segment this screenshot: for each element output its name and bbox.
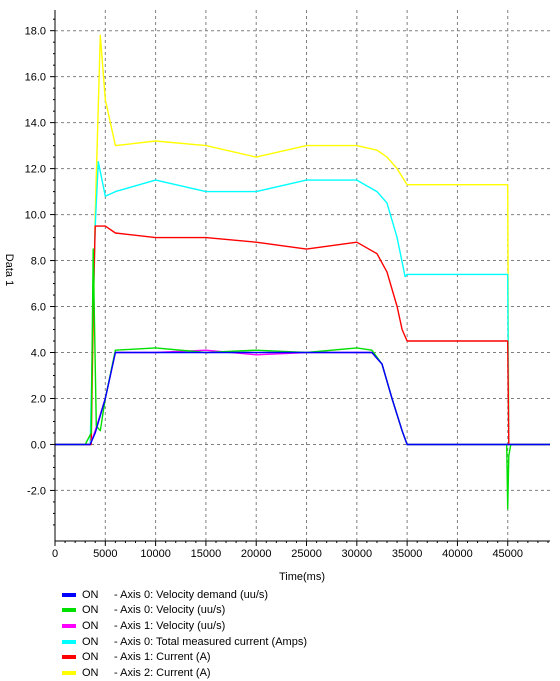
legend-item[interactable]: ON - Axis 1: Current (A) bbox=[62, 649, 307, 665]
y-tick-label: 10.0 bbox=[25, 210, 46, 222]
axes bbox=[54, 10, 550, 542]
ticks: 0 5000 10000 15000 20000 25000 30000 35000 40000… bbox=[25, 18, 549, 560]
legend-label: - Axis 1: Current (A) bbox=[114, 651, 211, 664]
legend: ON - Axis 0: Velocity demand (uu/s) ON - Ax… bbox=[62, 587, 307, 681]
legend-swatch bbox=[62, 592, 76, 597]
legend-item[interactable]: ON - Axis 0: Velocity demand (uu/s) bbox=[62, 587, 307, 603]
series-line-3 bbox=[55, 349, 550, 446]
x-tick-label: 30000 bbox=[342, 548, 373, 560]
legend-state: ON bbox=[82, 588, 99, 601]
legend-state: ON bbox=[82, 651, 99, 664]
x-tick-label: 25000 bbox=[291, 548, 322, 560]
legend-swatch bbox=[62, 670, 76, 675]
legend-label: - Axis 0: Total measured current (Amps) bbox=[114, 635, 307, 648]
x-axis-title: Time(ms) bbox=[279, 571, 325, 583]
legend-swatch bbox=[62, 623, 76, 628]
y-tick-label: 14.0 bbox=[25, 118, 46, 130]
y-tick-label: 4.0 bbox=[31, 348, 46, 360]
legend-swatch bbox=[62, 639, 76, 644]
y-tick-label: 12.0 bbox=[25, 164, 46, 176]
y-tick-label: 0.0 bbox=[31, 439, 46, 451]
legend-item[interactable]: ON - Axis 2: Current (A) bbox=[62, 665, 307, 681]
x-tick-label: 35000 bbox=[392, 548, 423, 560]
legend-label: - Axis 0: Velocity demand (uu/s) bbox=[114, 588, 269, 601]
y-tick-label: 8.0 bbox=[31, 256, 46, 268]
legend-state: ON bbox=[82, 604, 99, 617]
y-tick-label: 16.0 bbox=[25, 72, 46, 84]
legend-label: - Axis 2: Current (A) bbox=[114, 666, 211, 679]
x-tick-label: 20000 bbox=[241, 548, 272, 560]
x-tick-label: 5000 bbox=[93, 548, 117, 560]
legend-state: ON bbox=[82, 666, 99, 679]
series-line-1 bbox=[55, 351, 550, 446]
series-line-5 bbox=[55, 225, 550, 446]
x-tick-label: 10000 bbox=[140, 548, 171, 560]
legend-item[interactable]: ON - Axis 1: Velocity (uu/s) bbox=[62, 618, 307, 634]
legend-item[interactable]: ON - Axis 0: Total measured current (Amps… bbox=[62, 634, 307, 650]
x-tick-label: 0 bbox=[52, 548, 58, 560]
legend-label: - Axis 0: Velocity (uu/s) bbox=[114, 604, 226, 617]
y-axis-title: Data 1 bbox=[3, 254, 15, 286]
x-tick-label: 40000 bbox=[442, 548, 473, 560]
x-tick-label: 45000 bbox=[492, 548, 523, 560]
y-tick-label: -2.0 bbox=[27, 485, 46, 497]
series-line-2 bbox=[55, 248, 550, 510]
legend-swatch bbox=[62, 608, 76, 613]
grid bbox=[55, 10, 550, 541]
legend-state: ON bbox=[82, 635, 99, 648]
legend-state: ON bbox=[82, 619, 99, 632]
y-tick-label: 2.0 bbox=[31, 393, 46, 405]
series-line-6 bbox=[55, 34, 550, 446]
legend-item[interactable]: ON - Axis 0: Velocity (uu/s) bbox=[62, 603, 307, 619]
series-line-4 bbox=[55, 160, 550, 446]
legend-swatch bbox=[62, 655, 76, 660]
x-tick-label: 15000 bbox=[191, 548, 222, 560]
legend-label: - Axis 1: Velocity (uu/s) bbox=[114, 619, 226, 632]
series-lines bbox=[55, 34, 550, 510]
y-tick-label: 18.0 bbox=[25, 26, 46, 38]
y-tick-label: 6.0 bbox=[31, 302, 46, 314]
